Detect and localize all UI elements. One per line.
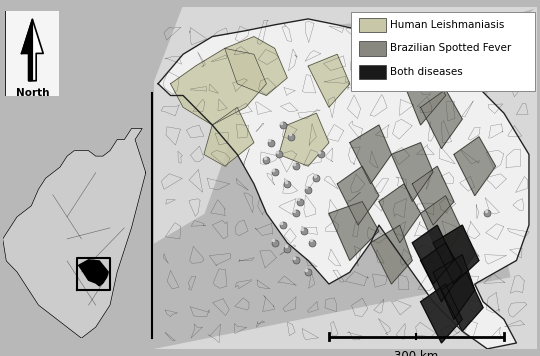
- Polygon shape: [338, 166, 379, 225]
- FancyBboxPatch shape: [5, 10, 60, 97]
- Polygon shape: [78, 260, 108, 286]
- Polygon shape: [392, 143, 433, 201]
- Polygon shape: [487, 7, 537, 302]
- Polygon shape: [154, 7, 537, 84]
- Polygon shape: [421, 284, 462, 343]
- Polygon shape: [154, 48, 246, 243]
- Polygon shape: [433, 225, 475, 284]
- Text: North: North: [16, 88, 49, 98]
- Text: Human Leishmaniasis: Human Leishmaniasis: [390, 20, 504, 30]
- Polygon shape: [171, 48, 266, 125]
- Polygon shape: [204, 107, 254, 166]
- Polygon shape: [329, 201, 379, 261]
- FancyBboxPatch shape: [359, 64, 386, 79]
- FancyBboxPatch shape: [359, 41, 386, 56]
- Polygon shape: [3, 129, 146, 338]
- Polygon shape: [225, 37, 287, 95]
- Polygon shape: [158, 19, 529, 349]
- Text: 300 km: 300 km: [394, 350, 438, 356]
- Text: Brazilian Spotted Fever: Brazilian Spotted Fever: [390, 43, 511, 53]
- FancyBboxPatch shape: [352, 12, 535, 91]
- Polygon shape: [308, 54, 350, 107]
- Polygon shape: [379, 184, 421, 243]
- Polygon shape: [433, 225, 479, 284]
- Polygon shape: [32, 19, 43, 81]
- Polygon shape: [421, 243, 462, 302]
- FancyBboxPatch shape: [359, 18, 386, 32]
- Polygon shape: [154, 272, 537, 349]
- Polygon shape: [370, 225, 412, 284]
- Polygon shape: [433, 255, 475, 319]
- Polygon shape: [412, 225, 454, 284]
- Polygon shape: [442, 272, 483, 331]
- Polygon shape: [454, 137, 496, 196]
- Polygon shape: [22, 19, 32, 81]
- Polygon shape: [279, 113, 329, 166]
- Polygon shape: [404, 66, 446, 125]
- Polygon shape: [412, 166, 454, 225]
- Text: Both diseases: Both diseases: [390, 67, 462, 77]
- Polygon shape: [421, 90, 462, 148]
- Polygon shape: [421, 196, 462, 261]
- Polygon shape: [350, 125, 392, 184]
